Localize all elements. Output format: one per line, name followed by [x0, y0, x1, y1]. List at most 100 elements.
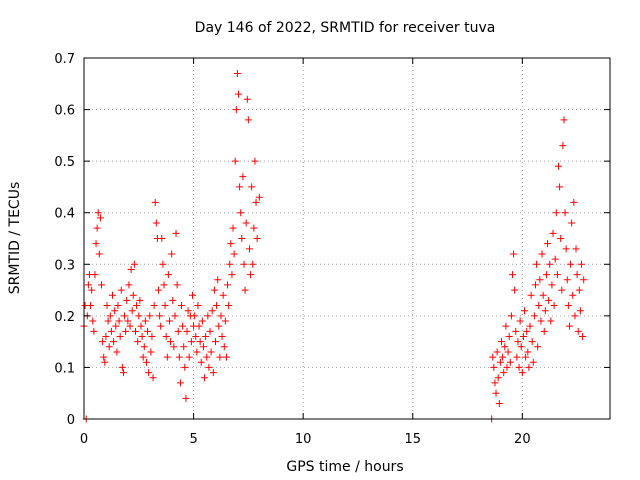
data-point — [569, 291, 577, 299]
data-point — [493, 348, 501, 356]
data-point — [84, 281, 92, 289]
data-point — [560, 116, 568, 124]
data-point — [564, 302, 572, 310]
x-tick-label: 5 — [189, 432, 197, 447]
data-point — [213, 302, 221, 310]
data-point — [225, 302, 233, 310]
data-point — [199, 343, 207, 351]
y-tick-label: 0 — [67, 413, 75, 428]
y-axis-label: SRMTID / TECUs — [7, 182, 23, 295]
y-tick-label: 0.4 — [54, 207, 75, 222]
data-point — [164, 271, 172, 279]
x-axis-label: GPS time / hours — [286, 459, 403, 475]
data-point — [117, 286, 125, 294]
data-point — [573, 271, 581, 279]
data-point — [513, 353, 521, 361]
data-point — [499, 353, 507, 361]
data-point — [498, 338, 506, 346]
data-point — [533, 260, 541, 268]
data-point — [516, 317, 524, 325]
data-point — [559, 142, 567, 150]
data-point — [205, 363, 213, 371]
x-tick-label: 20 — [514, 432, 531, 447]
data-point — [515, 363, 523, 371]
data-point — [202, 332, 210, 340]
data-point — [167, 338, 175, 346]
data-point — [556, 183, 564, 191]
data-point — [547, 317, 555, 325]
data-point — [248, 183, 256, 191]
data-point — [165, 317, 173, 325]
x-tick-label: 0 — [80, 432, 88, 447]
data-point — [245, 245, 253, 253]
data-point — [157, 322, 165, 330]
data-point — [562, 245, 570, 253]
data-point — [125, 281, 133, 289]
data-point — [218, 332, 226, 340]
data-point — [114, 302, 122, 310]
data-point — [522, 353, 530, 361]
data-point — [575, 286, 583, 294]
data-point — [204, 312, 212, 320]
data-point — [540, 327, 548, 335]
data-point — [214, 276, 222, 284]
data-point — [228, 271, 236, 279]
data-point — [570, 198, 578, 206]
data-point — [183, 327, 191, 335]
data-point — [195, 322, 203, 330]
data-point — [252, 198, 260, 206]
data-point — [518, 369, 526, 377]
data-point — [539, 291, 547, 299]
data-point — [206, 327, 214, 335]
data-point — [226, 260, 234, 268]
data-point — [152, 219, 160, 227]
data-point — [500, 369, 508, 377]
data-point — [243, 95, 251, 103]
data-point — [94, 209, 102, 217]
data-point — [548, 281, 556, 289]
data-point — [187, 338, 195, 346]
data-point — [238, 235, 246, 242]
data-point — [112, 322, 120, 330]
data-point — [170, 343, 178, 351]
data-point — [146, 312, 154, 320]
data-point — [99, 338, 107, 346]
data-point — [158, 235, 166, 242]
data-point — [524, 348, 532, 356]
data-point — [188, 291, 196, 299]
data-point — [194, 302, 202, 310]
data-point — [529, 358, 537, 366]
data-point — [504, 348, 512, 356]
data-point — [221, 317, 229, 325]
chart-title: Day 146 of 2022, SRMTID for receiver tuv… — [195, 20, 496, 36]
data-point — [546, 260, 554, 268]
data-point — [242, 219, 250, 227]
data-point — [184, 307, 192, 315]
data-point — [576, 307, 584, 315]
data-point — [98, 281, 106, 289]
data-point — [215, 322, 223, 330]
data-point — [192, 332, 200, 340]
data-point — [549, 229, 557, 237]
data-point — [140, 343, 148, 351]
data-point — [136, 296, 144, 304]
data-point — [175, 353, 183, 361]
data-point — [193, 348, 201, 356]
data-point — [212, 338, 219, 346]
data-point — [180, 343, 188, 351]
data-point — [232, 106, 240, 114]
data-point — [104, 317, 112, 325]
data-point — [506, 358, 514, 366]
data-point — [494, 374, 502, 382]
y-tick-label: 0.5 — [54, 155, 75, 170]
axis-ticks: 0 5 10 15 20 0 0.1 0.2 0.3 0.4 0.5 0.6 0.7 — [54, 52, 610, 447]
y-tick-label: 0.7 — [54, 52, 75, 67]
data-point — [137, 322, 145, 330]
data-point — [553, 271, 561, 279]
data-point — [105, 343, 113, 351]
data-point — [216, 353, 224, 361]
data-point — [102, 332, 110, 340]
data-point — [198, 317, 206, 325]
data-point — [519, 332, 527, 340]
data-point — [176, 379, 184, 387]
